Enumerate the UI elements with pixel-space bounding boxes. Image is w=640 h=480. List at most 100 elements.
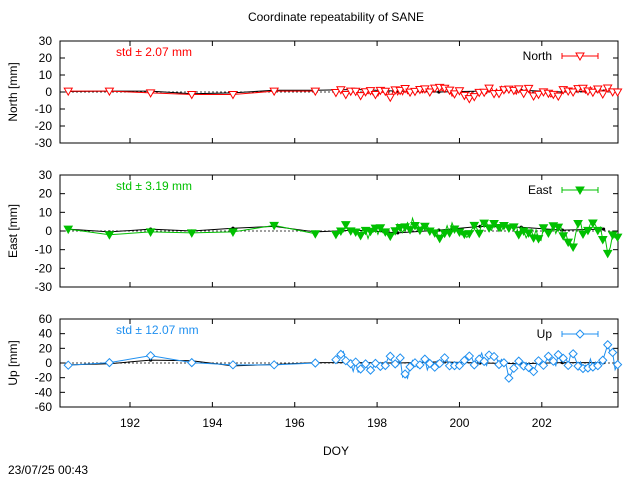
- east-subdaily-point: [523, 229, 534, 238]
- north-y-tick-label: 10: [39, 68, 53, 82]
- up-subdaily-point: [543, 351, 554, 361]
- north-subdaily-point: [335, 86, 346, 95]
- east-subdaily-line: [335, 216, 618, 256]
- east-subdaily-point: [484, 224, 494, 233]
- north-subdaily-point: [360, 88, 371, 97]
- north-subdaily-point: [350, 87, 361, 97]
- north-subdaily-point: [469, 93, 480, 102]
- x-tick-label: 196: [285, 416, 305, 430]
- north-subdaily-point: [370, 90, 381, 100]
- east-subdaily-point: [553, 223, 564, 233]
- north-subdaily-point: [340, 90, 351, 100]
- east-subdaily-point: [444, 229, 455, 238]
- north-std-label: std ± 2.07 mm: [116, 45, 192, 59]
- north-subdaily-point: [612, 88, 623, 97]
- north-daily-point: [269, 87, 280, 97]
- up-subdaily-point: [464, 351, 475, 361]
- east-panel: -30 -20 -10 0 10 20 30 East [mm] std ± 3.19 mm Ea…: [6, 168, 623, 294]
- north-subdaily-point: [395, 86, 406, 96]
- east-y-tick-label: -30: [35, 280, 53, 294]
- east-subdaily-point: [429, 229, 440, 238]
- up-y-tick-label: -60: [35, 400, 53, 414]
- east-subdaily-point: [464, 230, 475, 239]
- up-daily-point: [269, 360, 279, 370]
- north-subdaily-point: [533, 90, 544, 100]
- east-subdaily-point: [420, 222, 430, 232]
- east-subdaily-point: [365, 227, 376, 237]
- up-daily-point: [187, 357, 197, 368]
- north-subdaily-point: [331, 88, 341, 98]
- east-subdaily-point: [573, 220, 583, 229]
- east-subdaily-point: [597, 235, 608, 245]
- up-subdaily-point: [395, 353, 405, 363]
- up-subdaily-point: [434, 358, 445, 369]
- east-y-tick-label: 10: [39, 205, 53, 219]
- x-tick-label: 200: [449, 416, 469, 430]
- east-daily-point: [310, 230, 321, 239]
- up-subdaily-point: [454, 360, 465, 371]
- east-subdaily-point: [568, 243, 578, 252]
- north-y-tick-label: -20: [35, 119, 53, 133]
- east-daily-point: [145, 228, 156, 237]
- x-axis-label: DOY: [323, 444, 349, 458]
- north-subdaily-point: [479, 88, 490, 98]
- north-panel: -30 -20 -10 0 10 20 30 North [mm] std ± 2.07 mm N…: [6, 34, 623, 150]
- up-legend-label: Up: [537, 327, 553, 341]
- up-subdaily-point: [489, 351, 499, 362]
- up-subdaily-point: [568, 349, 578, 359]
- north-subdaily-point: [518, 89, 529, 99]
- east-daily-point: [104, 231, 115, 240]
- east-y-axis-label: East [mm]: [6, 204, 20, 258]
- up-subdaily-point: [420, 354, 430, 364]
- north-subdaily-point: [380, 87, 391, 97]
- up-y-axis-label: Up [mm]: [6, 340, 20, 385]
- up-subdaily-point: [593, 361, 603, 371]
- up-subdaily-point: [548, 356, 559, 366]
- up-subdaily-point: [390, 359, 400, 369]
- north-subdaily-point: [484, 84, 494, 94]
- up-subdaily-point: [499, 358, 509, 368]
- east-subdaily-point: [563, 238, 574, 248]
- up-legend-marker: [575, 329, 585, 339]
- east-y-tick-label: 20: [39, 187, 53, 201]
- east-subdaily-point: [375, 224, 386, 233]
- east-y-tick-label: 30: [39, 168, 53, 182]
- north-y-tick-label: 30: [39, 34, 53, 48]
- up-subdaily-point: [355, 364, 366, 374]
- east-reference-point: [601, 227, 606, 231]
- north-subdaily-point: [597, 90, 608, 100]
- north-subdaily-point: [568, 88, 578, 97]
- up-subdaily-point: [365, 365, 376, 375]
- up-y-tick-label: 20: [39, 341, 53, 355]
- north-subdaily-point: [410, 87, 420, 97]
- up-subdaily-point: [533, 356, 544, 366]
- east-subdaily-point: [508, 223, 519, 232]
- up-std-label: std ± 12.07 mm: [116, 323, 199, 337]
- east-subdaily-point: [494, 223, 504, 233]
- up-subdaily-point: [612, 359, 623, 370]
- north-subdaily-point: [494, 90, 504, 99]
- north-y-axis-label: North [mm]: [6, 62, 20, 121]
- up-daily-point: [63, 360, 73, 370]
- east-subdaily-point: [588, 219, 598, 229]
- up-subdaily-point: [558, 353, 568, 364]
- up-daily-point: [310, 358, 321, 368]
- north-daily-point: [63, 87, 74, 97]
- up-subdaily-point: [602, 340, 613, 350]
- east-subdaily-point: [410, 222, 420, 231]
- up-subdaily-point: [538, 360, 549, 371]
- east-daily-point: [186, 229, 197, 238]
- east-legend-marker: [575, 186, 585, 196]
- north-subdaily-point: [592, 85, 603, 95]
- timestamp: 23/07/25 00:43: [8, 463, 88, 477]
- north-subdaily-point: [454, 87, 465, 96]
- north-subdaily-point: [385, 93, 396, 103]
- up-daily-point: [228, 360, 238, 370]
- up-subdaily-point: [459, 355, 470, 366]
- up-subdaily-point: [331, 354, 341, 365]
- north-daily-point: [104, 87, 115, 97]
- east-subdaily-point: [469, 221, 480, 231]
- east-subdaily-point: [578, 230, 588, 239]
- north-y-tick-label: 20: [39, 51, 53, 65]
- up-subdaily-point: [479, 356, 489, 367]
